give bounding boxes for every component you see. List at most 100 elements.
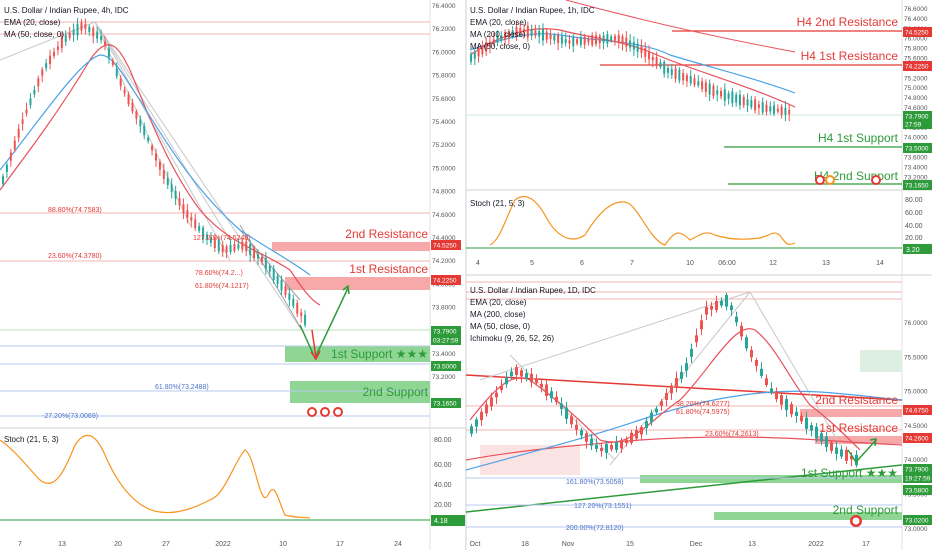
candle-body xyxy=(595,35,598,45)
candle-body xyxy=(773,105,776,114)
p2-s1-label: H4 1st Support xyxy=(818,131,899,145)
candle-body xyxy=(490,397,493,407)
candle-body xyxy=(272,268,275,281)
candle-body xyxy=(170,184,173,192)
candle-body xyxy=(785,399,788,411)
p2-candles xyxy=(470,21,791,122)
candle-body xyxy=(17,128,20,138)
candle-body xyxy=(198,226,201,231)
candle-body xyxy=(750,349,753,358)
x-tick-label: 17 xyxy=(862,541,870,548)
candle-body xyxy=(855,454,858,466)
candle-body xyxy=(632,42,635,50)
candle-body xyxy=(765,104,768,112)
p3-ichimoku-cloud xyxy=(480,445,580,475)
candle-body xyxy=(564,39,567,44)
candle-body xyxy=(575,424,578,430)
candle-body xyxy=(605,443,608,453)
candle-body xyxy=(570,416,573,425)
x-tick-label: 5 xyxy=(530,260,534,267)
y-tick-label: 74.8000 xyxy=(904,95,928,102)
candle-body xyxy=(53,51,55,57)
candle-body xyxy=(576,39,579,44)
candle-body xyxy=(80,22,83,31)
price-tag xyxy=(903,515,932,525)
candle-body xyxy=(716,90,719,95)
price-tag-label: 03:27:59 xyxy=(433,338,459,345)
price-tag xyxy=(903,180,932,190)
p3-arrow-head xyxy=(869,438,877,447)
p2-stoch-tick: 60.00 xyxy=(905,210,923,217)
candle-body xyxy=(700,320,703,330)
candle-body xyxy=(595,444,598,449)
candle-body xyxy=(182,204,185,214)
candle-body xyxy=(260,256,263,263)
price-tag-label: 73.7900 xyxy=(905,467,929,474)
price-tag-label: 74.5250 xyxy=(905,30,929,37)
candle-body xyxy=(583,36,586,45)
candle-body xyxy=(693,78,696,85)
candle-body xyxy=(650,412,653,423)
p3-event-flags[interactable] xyxy=(850,515,862,527)
candle-body xyxy=(143,125,146,136)
x-tick-label: Nov xyxy=(562,541,575,548)
p2-stoch-value: 3.20 xyxy=(906,247,920,254)
candle-body xyxy=(560,403,563,409)
candle-body xyxy=(76,23,79,36)
y-tick-label: 75.8000 xyxy=(432,73,456,80)
candle-body xyxy=(579,37,582,45)
x-tick-label: 17 xyxy=(336,541,344,548)
candle-body xyxy=(127,94,130,105)
p2-r1-label: H4 1st Resistance xyxy=(801,49,899,63)
candle-body xyxy=(553,35,556,41)
candle-body xyxy=(304,314,307,326)
p1-event-flags[interactable] xyxy=(307,407,343,417)
p3-title: U.S. Dollar / Indian Rupee, 1D, IDC xyxy=(470,286,596,295)
candle-body xyxy=(60,36,63,49)
candle-body xyxy=(511,30,514,36)
p2-stoch-tick: 80.00 xyxy=(905,197,923,204)
candle-body xyxy=(742,96,745,106)
candle-body xyxy=(264,257,267,270)
x-tick-label: 13 xyxy=(58,541,66,548)
price-tag-label: 73.0200 xyxy=(905,518,929,525)
candle-body xyxy=(473,51,476,59)
candle-body xyxy=(625,439,628,444)
candle-body xyxy=(625,37,628,47)
p3-s1-label: 1st Support ★★★ xyxy=(801,466,898,480)
price-tag-label: 73.1650 xyxy=(433,401,457,408)
p3-indicator-ichimoku: Ichimoku (9, 26, 52, 26) xyxy=(470,334,554,343)
y-tick-label: 73.0000 xyxy=(904,526,928,533)
y-tick-label: 75.0000 xyxy=(432,165,456,172)
candle-body xyxy=(515,367,518,376)
p3-indicator-ema: EMA (20, close) xyxy=(470,298,527,307)
price-tag-label: 74.5250 xyxy=(433,243,457,250)
candle-body xyxy=(253,247,256,259)
candle-body xyxy=(217,240,220,252)
candle-body xyxy=(525,373,528,379)
p1-candles xyxy=(2,18,307,328)
candle-body xyxy=(712,85,715,96)
p1-fan-line xyxy=(94,21,191,226)
p3-fib-label: 38.20%(74.6277) xyxy=(676,401,730,408)
candle-body xyxy=(780,106,783,116)
candle-body xyxy=(820,433,823,442)
p1-stoch-tick: 20.00 xyxy=(434,502,452,509)
candle-body xyxy=(206,234,208,240)
candle-body xyxy=(221,244,224,253)
candle-body xyxy=(670,69,673,75)
candle-body xyxy=(659,62,662,68)
y-tick-label: 73.4000 xyxy=(432,351,456,358)
candle-body xyxy=(765,378,768,386)
candle-body xyxy=(92,28,95,37)
candle-body xyxy=(123,89,126,94)
price-tag xyxy=(431,398,461,408)
candle-body xyxy=(600,448,603,452)
candle-body xyxy=(770,388,773,393)
price-tag xyxy=(903,61,932,71)
candle-body xyxy=(648,51,651,60)
candle-body xyxy=(213,237,216,249)
p2-event-flags[interactable] xyxy=(815,175,881,185)
